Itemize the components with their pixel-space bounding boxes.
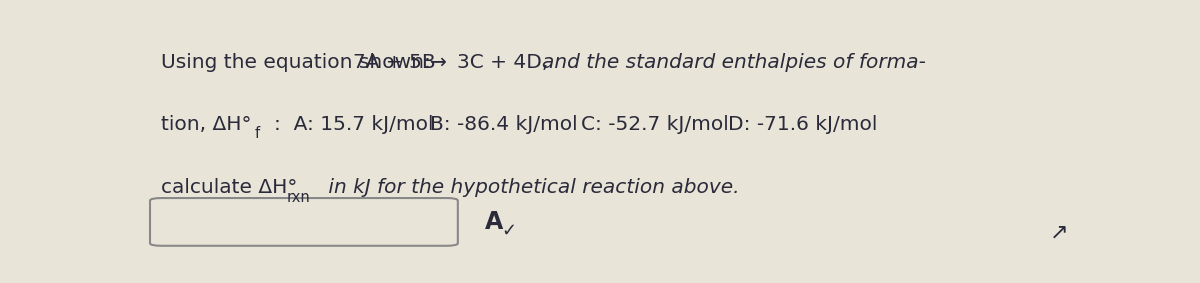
Text: tion, ΔH°: tion, ΔH°: [161, 115, 252, 134]
Text: →: →: [430, 53, 446, 72]
Text: D: -71.6 kJ/mol: D: -71.6 kJ/mol: [728, 115, 878, 134]
Text: calculate ΔH°: calculate ΔH°: [161, 178, 298, 197]
Text: 3C + 4D,: 3C + 4D,: [457, 53, 548, 72]
Text: :  A: 15.7 kJ/mol: : A: 15.7 kJ/mol: [274, 115, 433, 134]
Text: A: A: [485, 211, 503, 234]
Text: and the standard enthalpies of forma-: and the standard enthalpies of forma-: [542, 53, 926, 72]
Text: C: -52.7 kJ/mol: C: -52.7 kJ/mol: [581, 115, 728, 134]
Text: in kJ for the hypothetical reaction above.: in kJ for the hypothetical reaction abov…: [322, 178, 739, 197]
Text: 7A + 5B: 7A + 5B: [353, 53, 436, 72]
Text: B: -86.4 kJ/mol: B: -86.4 kJ/mol: [430, 115, 577, 134]
FancyBboxPatch shape: [150, 198, 458, 246]
Text: ↗: ↗: [1050, 222, 1069, 242]
Text: f: f: [254, 126, 259, 141]
Text: Using the equation shown:: Using the equation shown:: [161, 53, 431, 72]
Text: rxn: rxn: [287, 190, 311, 205]
Text: ✓: ✓: [502, 222, 517, 240]
